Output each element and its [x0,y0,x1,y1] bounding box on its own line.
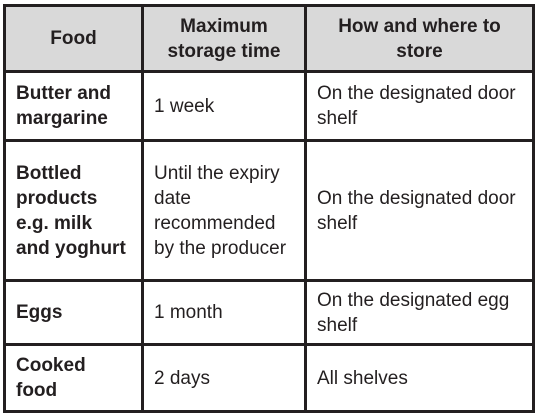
storage-location-cell: On the designated egg shelf [304,279,535,346]
storage-time-cell: 1 week [141,70,307,142]
food-cell: Butter and margarine [3,70,144,142]
food-cell: Eggs [3,279,144,346]
storage-time-cell: Until the expiry date recommended by the… [141,139,307,282]
food-storage-table: Food Maximum storage time How and where … [3,4,535,413]
table-header-row: Food Maximum storage time How and where … [3,4,535,73]
food-cell: Bottled products e.g. milk and yoghurt [3,139,144,282]
food-cell: Cooked food [3,343,144,413]
table-row: Butter and margarine 1 week On the desig… [3,70,535,142]
storage-location-cell: On the designated door shelf [304,70,535,142]
storage-location-cell: All shelves [304,343,535,413]
table-row: Cooked food 2 days All shelves [3,343,535,413]
header-how-where-store: How and where to store [304,4,535,73]
table-row: Bottled products e.g. milk and yoghurt U… [3,139,535,282]
header-food: Food [3,4,144,73]
table-row: Eggs 1 month On the designated egg shelf [3,279,535,346]
storage-time-cell: 2 days [141,343,307,413]
storage-location-cell: On the designated door shelf [304,139,535,282]
header-max-storage-time: Maximum storage time [141,4,307,73]
storage-time-cell: 1 month [141,279,307,346]
